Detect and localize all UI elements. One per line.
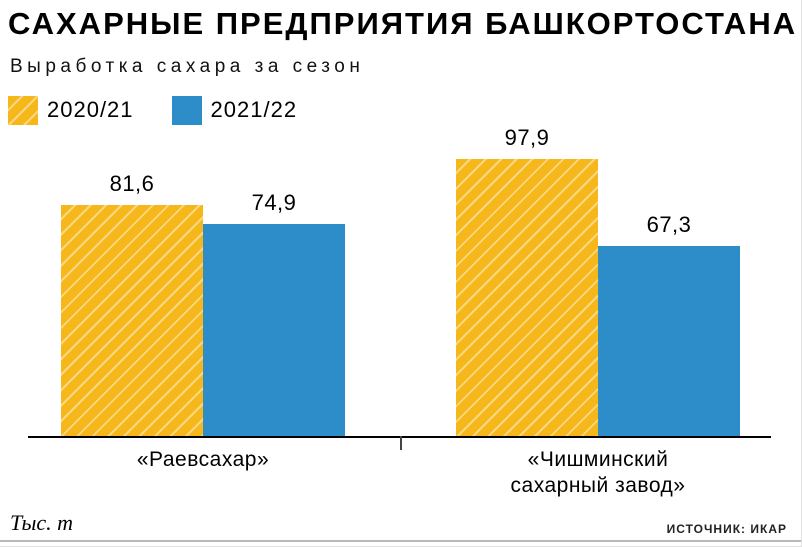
legend-item-2021-22: 2021/22: [171, 95, 298, 125]
legend-item-2020-21: 2020/21: [8, 95, 134, 125]
chart-title: САХАРНЫЕ ПРЕДПРИЯТИЯ БАШКОРТОСТАНА: [8, 6, 798, 41]
bar-2021-22-cat1: [598, 245, 740, 436]
bar-value-label: 81,6: [109, 171, 155, 197]
legend-label-2020-21: 2020/21: [47, 97, 134, 122]
bar-2021-22-cat0: [203, 224, 345, 436]
bar-2020-21-cat0: [61, 205, 203, 436]
chart-subtitle: Выработка сахара за сезон: [10, 56, 365, 77]
bar-value-label: 67,3: [646, 211, 692, 237]
legend: 2020/21 2021/22: [8, 94, 321, 126]
legend-label-2021-22: 2021/22: [210, 97, 298, 122]
category-label-chishminsky: «Чишминский сахарный завод»: [510, 448, 686, 498]
x-axis-line: [28, 436, 771, 438]
category-label-raevsahar: «Раевсахар»: [136, 448, 270, 471]
source-label: ИСТОЧНИК: ИКАР: [666, 522, 787, 536]
bar-value-label: 74,9: [251, 190, 297, 216]
unit-label: Тыс. т: [10, 510, 73, 535]
category-divider-tick: [400, 436, 402, 450]
bar-value-label: 97,9: [504, 125, 550, 150]
footer-rule: [0, 540, 801, 542]
bar-2020-21-cat1: [456, 159, 598, 436]
legend-swatch-gold: [8, 95, 38, 125]
legend-swatch-blue: [171, 95, 202, 125]
